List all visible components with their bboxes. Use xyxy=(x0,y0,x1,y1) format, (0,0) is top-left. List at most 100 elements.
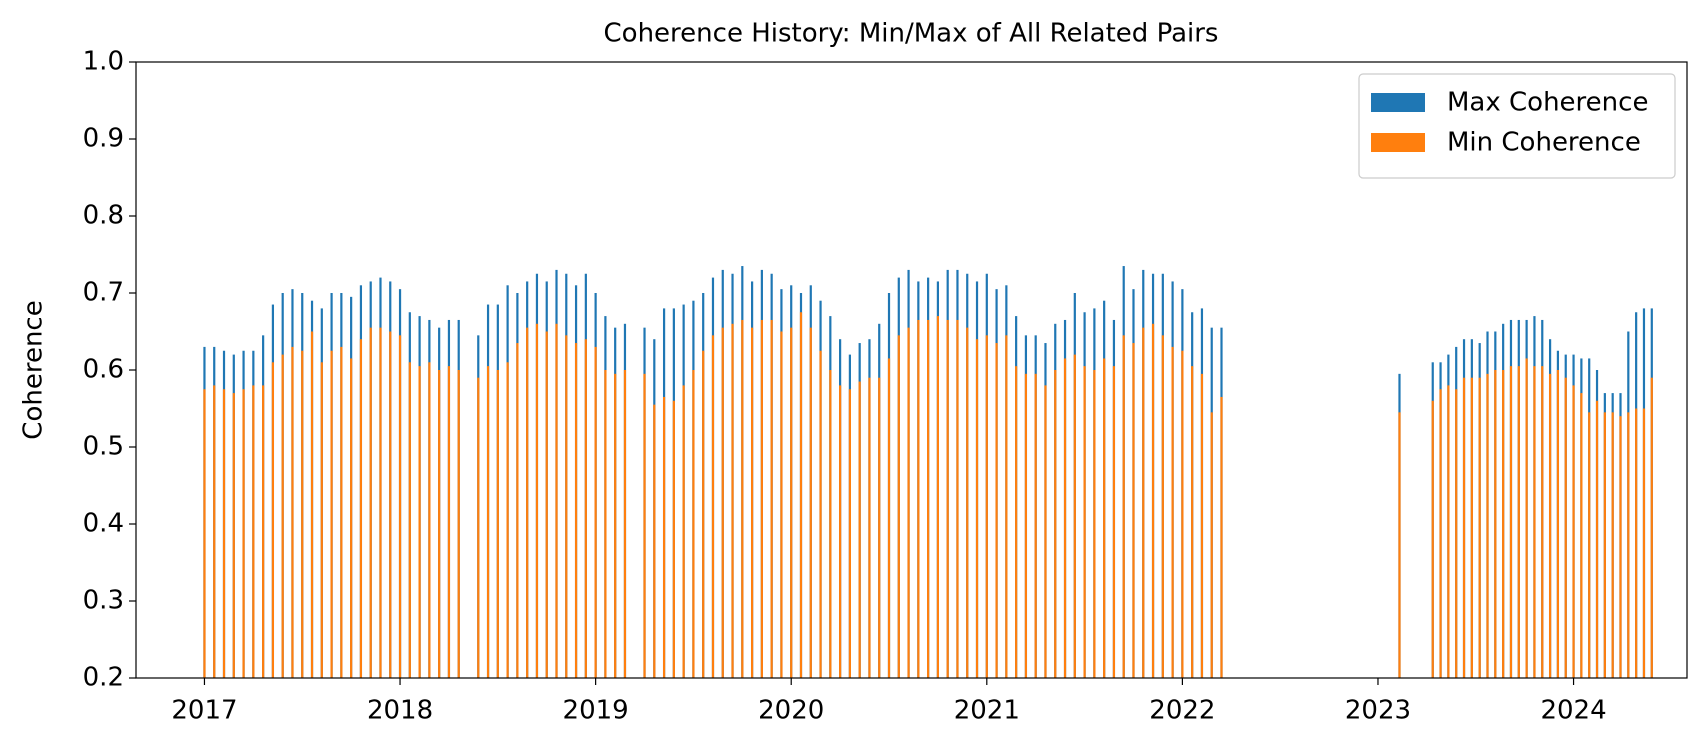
bar xyxy=(428,362,431,678)
bar xyxy=(379,327,382,678)
bar xyxy=(1595,400,1599,678)
y-tick-label: 0.3 xyxy=(83,586,124,616)
bar xyxy=(398,335,402,678)
legend-label: Max Coherence xyxy=(1447,88,1648,118)
bar xyxy=(790,327,793,678)
bar xyxy=(702,350,705,678)
bar xyxy=(1112,366,1116,678)
bar xyxy=(760,319,763,678)
bar xyxy=(594,346,597,678)
x-tick-label: 2018 xyxy=(367,696,433,726)
bar xyxy=(271,362,275,678)
bar xyxy=(1564,377,1567,678)
bar xyxy=(418,366,421,678)
bar xyxy=(682,385,685,678)
bar xyxy=(438,370,441,678)
x-tick-label: 2020 xyxy=(758,696,824,726)
bar xyxy=(1494,370,1497,678)
y-axis-label: Coherence xyxy=(19,300,49,439)
bar xyxy=(995,343,998,678)
bar xyxy=(1122,335,1125,678)
x-tick-label: 2021 xyxy=(954,696,1020,726)
bar xyxy=(1431,400,1434,678)
bar xyxy=(330,350,333,678)
bar xyxy=(1191,366,1194,678)
bar xyxy=(878,377,881,678)
bar xyxy=(711,335,715,678)
y-tick-label: 0.6 xyxy=(83,355,124,385)
bar xyxy=(1220,396,1223,678)
bar xyxy=(1063,358,1067,678)
bar xyxy=(555,323,558,678)
bar xyxy=(1054,370,1057,678)
bar xyxy=(320,362,323,678)
x-tick-label: 2024 xyxy=(1540,696,1606,726)
bar xyxy=(1447,385,1450,678)
bar xyxy=(839,385,842,678)
bar xyxy=(1619,416,1622,678)
bar xyxy=(301,350,304,678)
bar xyxy=(927,319,930,678)
bar xyxy=(1083,366,1086,678)
bar xyxy=(623,370,627,678)
bar xyxy=(731,323,734,678)
bar xyxy=(917,319,920,678)
bar xyxy=(1093,370,1096,678)
bar xyxy=(750,327,754,678)
bar xyxy=(1502,370,1505,678)
bar xyxy=(1470,377,1473,678)
y-tick-label: 0.4 xyxy=(83,509,124,539)
bar xyxy=(584,339,587,678)
bar xyxy=(1171,346,1174,678)
bar xyxy=(936,316,940,678)
bar xyxy=(1132,343,1135,678)
x-tick-label: 2023 xyxy=(1345,696,1411,726)
bar xyxy=(1486,373,1489,678)
y-tick-label: 0.8 xyxy=(83,201,124,231)
bar xyxy=(526,327,529,678)
bar xyxy=(408,362,411,678)
bar xyxy=(1611,412,1614,678)
bar xyxy=(780,331,783,678)
bar xyxy=(1103,358,1106,678)
bar xyxy=(1005,335,1008,678)
bar xyxy=(203,389,206,678)
bar xyxy=(1455,389,1458,678)
bar xyxy=(848,389,851,678)
bar xyxy=(1210,412,1213,678)
bar xyxy=(1034,373,1037,678)
bar xyxy=(741,319,744,678)
bar xyxy=(662,396,666,678)
bar xyxy=(829,370,832,678)
legend-label: Min Coherence xyxy=(1447,128,1641,158)
bar xyxy=(868,377,871,678)
bar xyxy=(232,393,235,678)
bar xyxy=(653,404,656,678)
bar xyxy=(310,331,314,678)
bar xyxy=(1580,393,1583,678)
bar xyxy=(350,358,353,678)
bar xyxy=(1398,412,1401,678)
y-tick-label: 0.7 xyxy=(83,278,124,308)
bar xyxy=(1142,327,1145,678)
bar xyxy=(369,327,372,678)
bar xyxy=(907,327,910,678)
bar xyxy=(1509,366,1513,678)
bar xyxy=(1151,323,1155,678)
legend-swatch xyxy=(1371,93,1425,112)
bar xyxy=(770,319,773,678)
bar xyxy=(799,312,803,678)
bar xyxy=(1541,366,1544,678)
y-tick-label: 0.9 xyxy=(83,124,124,154)
bar xyxy=(1525,358,1528,678)
bar xyxy=(966,327,969,678)
bar xyxy=(1044,385,1047,678)
bar xyxy=(1588,412,1591,678)
bar xyxy=(956,319,959,678)
bar xyxy=(281,354,284,678)
bar xyxy=(672,400,675,678)
chart-title: Coherence History: Min/Max of All Relate… xyxy=(604,19,1219,49)
bar xyxy=(516,343,519,678)
bar xyxy=(389,331,392,678)
bar xyxy=(1556,370,1560,678)
